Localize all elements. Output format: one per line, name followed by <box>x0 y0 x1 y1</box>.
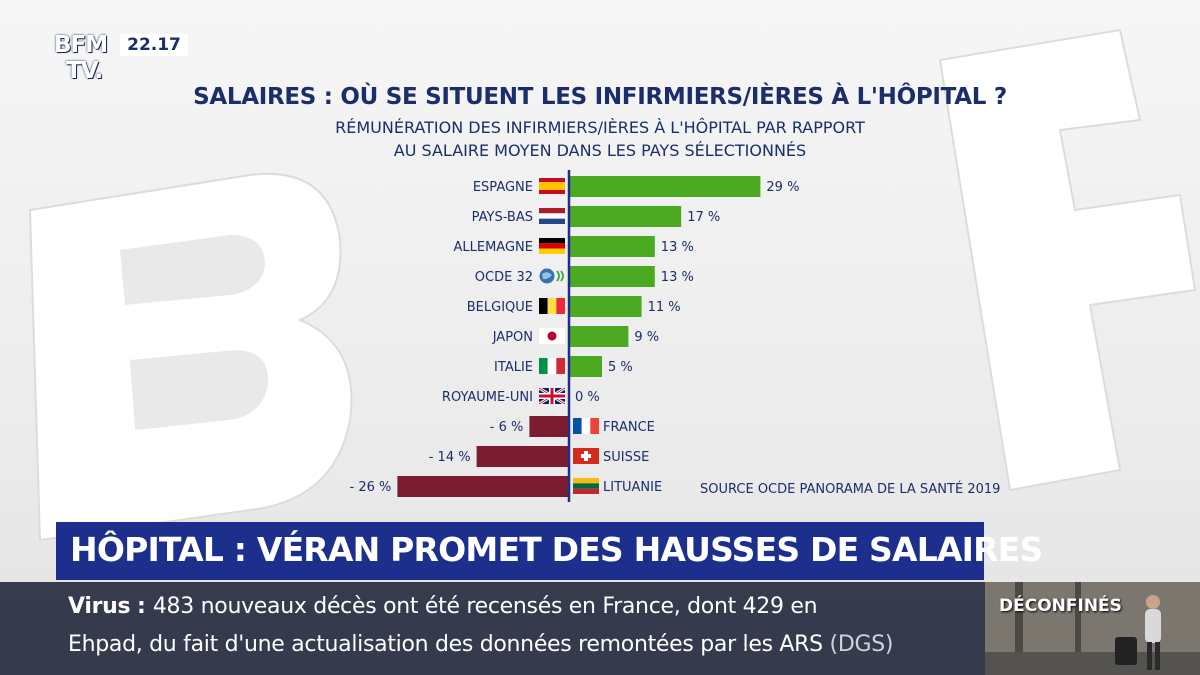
italy-flag-icon <box>539 358 565 374</box>
value-label-japan: 9 % <box>634 330 659 345</box>
switzerland-flag-icon <box>573 448 599 464</box>
side-video-image <box>985 582 1200 675</box>
bar-france <box>529 416 569 437</box>
side-panel-label: DÉCONFINÉS <box>999 596 1122 616</box>
logo-line-2: TV. <box>66 58 103 84</box>
category-label-belgium: BELGIQUE <box>467 300 533 315</box>
bar-oecd <box>569 266 655 287</box>
headline-banner: HÔPITAL : VÉRAN PROMET DES HAUSSES DE SA… <box>56 522 1043 580</box>
ticker-label: Virus <box>68 594 131 619</box>
value-label-france: - 6 % <box>490 420 524 435</box>
value-label-switzerland: - 14 % <box>429 450 471 465</box>
source-text: OCDE PANORAMA DE LA SANTÉ 2019 <box>757 482 1001 497</box>
chart-subtitle-line-1: RÉMUNÉRATION DES INFIRMIERS/IÈRES À L'HÔ… <box>335 118 865 137</box>
bar-belgium <box>569 296 642 317</box>
bfmtv-logo: BFM TV. <box>54 33 112 87</box>
bar-japan <box>569 326 629 347</box>
value-label-netherlands: 17 % <box>687 210 720 225</box>
category-label-spain: ESPAGNE <box>473 180 533 195</box>
category-label-lithuania: LITUANIE <box>603 480 662 495</box>
category-label-netherlands: PAYS-BAS <box>472 210 533 225</box>
bar-germany <box>569 236 655 257</box>
france-flag-icon <box>573 418 599 434</box>
germany-flag-icon <box>539 238 565 254</box>
chart-subtitle-line-2: AU SALAIRE MOYEN DANS LES PAYS SÉLECTION… <box>393 141 807 160</box>
category-label-united-kingdom: ROYAUME-UNI <box>442 390 533 405</box>
united-kingdom-flag-icon <box>538 386 566 406</box>
bar-netherlands <box>569 206 682 227</box>
bar-italy <box>569 356 602 377</box>
bar-chart: 29 % ESPAGNE 17 % PAYS-BAS 13 % ALLEMAGNE 13 %… <box>350 170 799 502</box>
source-prefix: SOURCE <box>700 482 754 497</box>
side-video-panel: DÉCONFINÉS <box>985 582 1200 675</box>
category-label-italy: ITALIE <box>494 360 533 375</box>
chart-title: SALAIRES : OÙ SE SITUENT LES INFIRMIERS/… <box>193 84 1007 110</box>
value-label-united-kingdom: 0 % <box>575 390 600 405</box>
ticker-source: (DGS) <box>829 632 894 657</box>
ticker-text-2: Ehpad, du fait d'une actualisation des d… <box>68 632 823 657</box>
logo-line-1: BFM <box>54 32 108 58</box>
bar-switzerland <box>476 446 569 467</box>
category-label-france: FRANCE <box>603 420 655 435</box>
news-ticker: Virus : 483 nouveaux décès ont été recen… <box>0 582 985 675</box>
bar-lithuania <box>397 476 569 497</box>
headline-text: HÔPITAL : VÉRAN PROMET DES HAUSSES DE SA… <box>70 530 1043 569</box>
ticker-line-1: Virus : 483 nouveaux décès ont été recen… <box>68 594 818 619</box>
value-label-lithuania: - 26 % <box>350 480 392 495</box>
lithuania-flag-icon <box>573 478 599 494</box>
belgium-flag-icon <box>539 298 565 314</box>
value-label-italy: 5 % <box>608 360 633 375</box>
netherlands-flag-icon <box>539 208 565 224</box>
category-label-switzerland: SUISSE <box>603 450 649 465</box>
bar-spain <box>569 176 761 197</box>
clock: 22.17 <box>120 34 188 56</box>
japan-flag-icon <box>539 328 565 344</box>
chart-source: SOURCE OCDE PANORAMA DE LA SANTÉ 2019 <box>700 482 1000 497</box>
value-label-belgium: 11 % <box>648 300 681 315</box>
oecd-flag-icon <box>539 268 564 284</box>
value-label-oecd: 13 % <box>661 270 694 285</box>
value-label-spain: 29 % <box>766 180 799 195</box>
spain-flag-icon <box>539 178 565 194</box>
category-label-japan: JAPON <box>492 330 533 345</box>
category-label-germany: ALLEMAGNE <box>454 240 534 255</box>
ticker-line-2: Ehpad, du fait d'une actualisation des d… <box>68 632 893 657</box>
category-label-oecd: OCDE 32 <box>475 270 533 285</box>
value-label-germany: 13 % <box>661 240 694 255</box>
ticker-text-1: 483 nouveaux décès ont été recensés en F… <box>152 594 818 619</box>
